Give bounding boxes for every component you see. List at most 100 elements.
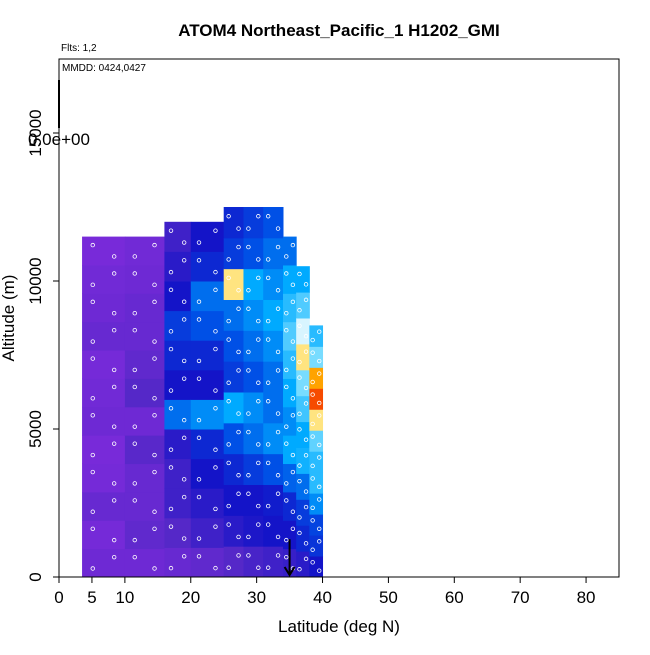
heatmap-cell xyxy=(124,321,165,351)
observation-point xyxy=(246,553,251,558)
heatmap-cell xyxy=(309,514,324,536)
observation-point xyxy=(275,411,281,416)
observation-point xyxy=(213,406,218,411)
observation-point xyxy=(168,228,174,233)
observation-point xyxy=(236,368,241,373)
observation-point xyxy=(168,524,174,529)
heatmap-cell xyxy=(82,520,126,550)
observation-point xyxy=(265,460,271,466)
observation-point xyxy=(297,567,302,572)
observation-point xyxy=(284,367,289,373)
y-axis: 0 5000 10000 15000 xyxy=(26,109,59,582)
observation-point xyxy=(132,271,137,276)
observation-point xyxy=(90,469,95,475)
observation-point xyxy=(111,441,117,446)
y-tick-label: 5000 xyxy=(26,410,45,448)
heatmap-cell xyxy=(82,463,126,493)
observation-point xyxy=(152,299,157,305)
observation-point xyxy=(196,417,202,423)
heatmap-cell xyxy=(309,493,324,515)
observation-point xyxy=(111,481,117,486)
plot-frame xyxy=(58,58,620,578)
observation-point xyxy=(256,522,261,527)
observation-point xyxy=(303,349,309,354)
observation-point xyxy=(317,358,322,364)
heatmap-cell xyxy=(124,293,165,323)
x-axis-label: Latitude (deg N) xyxy=(278,617,400,636)
heatmap-cell xyxy=(296,525,310,552)
heatmap-cell xyxy=(263,299,284,331)
heatmap-cell xyxy=(263,207,284,239)
observation-point xyxy=(152,242,157,248)
heatmap-cell xyxy=(263,453,284,485)
observation-point xyxy=(256,318,261,324)
observation-point xyxy=(111,367,117,373)
observation-point xyxy=(132,554,137,560)
observation-point xyxy=(265,380,271,385)
observation-point xyxy=(132,367,137,373)
observation-point xyxy=(132,424,137,429)
observation-point xyxy=(246,244,251,250)
observation-point xyxy=(256,503,261,509)
heatmap-cells xyxy=(82,207,324,578)
observation-point xyxy=(317,484,322,490)
observation-point xyxy=(310,434,315,439)
heatmap-cell xyxy=(296,343,310,371)
observation-point xyxy=(275,288,281,293)
observation-point xyxy=(290,452,296,458)
observation-point xyxy=(246,349,251,355)
heatmap-cell xyxy=(243,268,264,300)
heatmap-cell xyxy=(223,237,244,270)
heatmap-cell xyxy=(283,406,297,436)
heatmap-cell xyxy=(296,447,310,474)
heatmap-cell xyxy=(283,236,297,266)
heatmap-cell xyxy=(243,515,264,547)
observation-point xyxy=(152,526,157,531)
observation-point xyxy=(213,565,218,571)
heatmap-cell xyxy=(296,266,310,293)
observation-point xyxy=(284,271,289,276)
observation-point xyxy=(317,442,322,448)
observation-point xyxy=(246,429,251,435)
observation-point xyxy=(310,476,315,481)
observation-point xyxy=(168,465,174,470)
observation-point xyxy=(90,509,95,514)
observation-point xyxy=(196,358,202,364)
heatmap-cell xyxy=(296,473,310,500)
observation-point xyxy=(90,413,95,418)
observation-point xyxy=(213,228,218,233)
observation-point xyxy=(265,503,271,509)
observation-point xyxy=(303,297,309,303)
x-axis: 0 5 10 20 30 40 50 60 70 80 xyxy=(54,577,596,607)
observation-point xyxy=(310,379,315,385)
observation-point xyxy=(168,506,174,512)
heatmap-cell xyxy=(243,299,264,331)
observation-point xyxy=(284,310,289,316)
observation-point xyxy=(90,566,95,571)
observation-point xyxy=(236,491,241,496)
heatmap-cell xyxy=(190,369,225,400)
heatmap-cell xyxy=(164,429,192,460)
observation-point xyxy=(152,356,157,361)
observation-point xyxy=(275,473,281,478)
observation-point xyxy=(284,481,289,486)
observation-point xyxy=(213,524,218,529)
observation-point xyxy=(310,560,315,565)
heatmap-cell xyxy=(164,458,192,489)
observation-point xyxy=(317,455,322,460)
heatmap-cell xyxy=(263,330,284,362)
heatmap-cell xyxy=(82,435,126,465)
observation-point xyxy=(196,536,202,541)
observation-point xyxy=(236,553,241,558)
observation-point xyxy=(236,306,241,311)
observation-point xyxy=(303,385,309,391)
observation-point xyxy=(152,509,157,514)
observation-point xyxy=(236,429,241,435)
observation-point xyxy=(317,568,322,573)
heatmap-cell xyxy=(164,221,192,252)
x-tick-label: 50 xyxy=(379,588,398,607)
observation-point xyxy=(275,429,281,435)
observation-point xyxy=(310,505,315,511)
observation-point xyxy=(275,226,281,231)
heatmap-cell xyxy=(124,435,165,465)
